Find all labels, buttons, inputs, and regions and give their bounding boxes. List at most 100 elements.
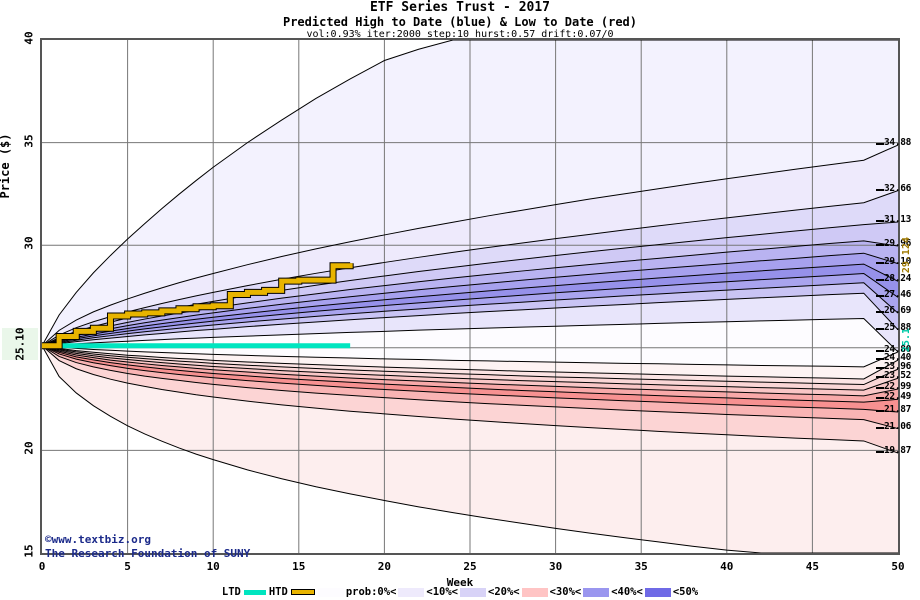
start-price-label: 25.10 (2, 327, 38, 360)
high-band-fill-2 (42, 190, 898, 346)
legend-item-htd: HTD (268, 586, 317, 598)
watermark-site: ©www.textbiz.org (45, 533, 151, 546)
htd-line (42, 263, 353, 349)
x-axis-tick-10: 10 (206, 560, 220, 573)
price-label-21-06: 21.06 (884, 420, 912, 432)
price-label-32-66: 32.66 (884, 182, 912, 194)
legend-item-prob0: prob:0%< (317, 586, 398, 598)
price-label-tick (876, 358, 884, 361)
htd-end-value-label: 29.124 (901, 237, 912, 274)
low-band-fill-7 (42, 345, 898, 454)
contour-high-band-45 (42, 273, 898, 347)
legend-label: prob:0%< (345, 586, 397, 598)
contour-high-band-40 (42, 263, 898, 347)
x-axis-tick-40: 40 (720, 560, 734, 573)
legend-color-swatch (317, 587, 344, 597)
contour-low-band-45 (42, 345, 898, 386)
plot-area (40, 38, 900, 555)
contour-high-band-30 (42, 240, 898, 347)
legend-line-swatch (290, 589, 315, 595)
contour-high-band-35 (42, 252, 898, 347)
legend-item-ltd: LTD (221, 586, 268, 598)
legend-label: <20%< (488, 586, 520, 598)
ltd-end-value-label: 25.1 (901, 327, 912, 352)
price-label-tick (876, 279, 884, 282)
contour-low-band-innermost (42, 345, 898, 368)
contour-low-band-30 (42, 345, 898, 403)
y-axis-title: Price ($) (0, 133, 12, 199)
legend-color-swatch (644, 587, 671, 597)
price-label-tick (876, 220, 884, 222)
price-label-24-80: 24.80 (884, 343, 912, 355)
legend-label: <30%< (549, 586, 582, 598)
y-axis-tick-30: 30 (22, 236, 36, 250)
legend-label: <10%< (426, 586, 458, 598)
high-band-fill-8 (42, 282, 898, 346)
price-label-24-40: 24.40 (884, 352, 912, 364)
price-label-23-52: 23.52 (884, 370, 912, 382)
legend-label: <40%< (611, 586, 643, 598)
price-label-tick (876, 451, 884, 454)
contour-low-band-35 (42, 345, 898, 397)
price-label-23-96: 23.96 (884, 361, 912, 373)
x-axis-tick-15: 15 (292, 560, 306, 573)
watermark-org: The Research Foundation of SUNY (45, 547, 251, 560)
price-label-29-10: 29.10 (884, 255, 912, 267)
low-band-fill-6 (42, 345, 898, 429)
price-label-28-24: 28.24 (884, 273, 912, 285)
price-label-22-49: 22.49 (884, 391, 912, 403)
price-label-31-13: 31.13 (884, 214, 912, 225)
chart-subtitle: Predicted High to Date (blue) & Low to D… (282, 15, 637, 29)
x-axis-title: Week (446, 576, 474, 589)
x-axis-tick-50: 50 (891, 560, 905, 573)
contour-high-outer-envelope (42, 40, 898, 346)
legend-item-30: <30%< (521, 586, 583, 598)
legend-label: HTD (268, 586, 288, 598)
contour-low-band-40 (42, 345, 898, 391)
legend-color-swatch (521, 587, 548, 597)
price-label-tick (876, 367, 884, 370)
contour-high-band-50 (42, 282, 898, 347)
price-label-tick (876, 311, 884, 314)
price-label-tick (876, 188, 884, 191)
x-axis-tick-30: 30 (548, 560, 563, 573)
x-axis-tick-45: 45 (805, 560, 820, 573)
title-block: ETF Series Trust - 2017 Predicted High t… (0, 0, 920, 41)
legend-item-10: <10%< (397, 586, 459, 598)
price-label-tick (876, 327, 884, 330)
price-label-25-88: 25.88 (884, 321, 912, 333)
contour-low-band-50 (42, 345, 898, 380)
x-axis-tick-20: 20 (377, 560, 392, 573)
price-label-29-96: 29.96 (884, 238, 912, 250)
legend-color-swatch (398, 587, 425, 597)
price-label-tick (876, 426, 884, 429)
price-label-tick (876, 410, 884, 413)
high-band-fill-3 (42, 222, 898, 346)
price-label-tick (876, 261, 884, 264)
contour-high-band-10 (42, 144, 898, 347)
price-label-19-87: 19.87 (884, 445, 912, 457)
x-axis-tick-0: 0 (38, 560, 46, 573)
legend-label: LTD (221, 586, 241, 598)
contour-high-band-innermost (42, 317, 898, 353)
chart-parameters: vol:0.93% iter:2000 step:10 hurst:0.57 d… (306, 29, 614, 40)
high-band-fill-7 (42, 273, 898, 346)
y-axis-tick-40: 40 (22, 31, 36, 45)
x-axis-tick-35: 35 (634, 560, 648, 573)
price-label-22-99: 22.99 (884, 381, 912, 393)
legend-item-20: <20%< (459, 586, 521, 598)
contour-low-band-25 (42, 345, 898, 413)
price-label-21-87: 21.87 (884, 404, 912, 416)
price-label-tick (876, 397, 884, 400)
chart-legend: LTD HTD prob:0%< <10%< <20%< <30%< <40%< <50% (0, 586, 920, 598)
legend-item-40: <40%< (582, 586, 644, 598)
legend-label: <50% (672, 586, 699, 598)
legend-color-swatch (583, 587, 610, 597)
price-label-26-69: 26.69 (884, 305, 912, 317)
contour-low-outer-envelope (42, 345, 898, 553)
price-label-tick (876, 295, 884, 298)
price-label-tick (876, 143, 884, 146)
legend-line-swatch (243, 589, 266, 595)
plot-svg-wrapper (42, 40, 898, 553)
